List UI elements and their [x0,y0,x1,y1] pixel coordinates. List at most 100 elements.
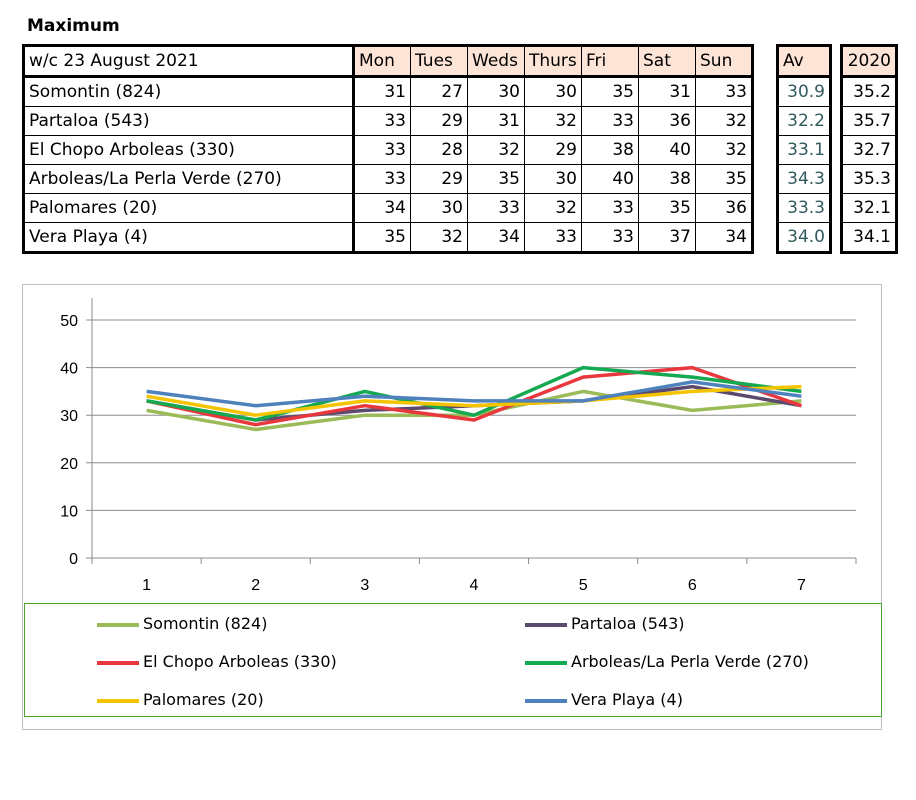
cell-value: 36 [638,106,696,136]
cell-value: 37 [638,222,696,253]
legend-swatch [97,660,139,665]
y2020-value: 32.7 [841,135,897,165]
series-line-el-chopo-arboleas-330 [146,365,802,427]
legend-item: Arboleas/La Perla Verde (270) [525,652,809,671]
table-row: Partaloa (543) 33 29 31 32 33 36 32 [23,106,753,136]
legend-swatch [97,622,139,627]
cell-value: 33 [581,222,639,253]
cell-value: 31 [353,76,411,107]
y2020-value: 35.3 [841,164,897,194]
avg-header: Av [777,45,831,78]
legend-label: Partaloa (543) [571,614,685,633]
cell-value: 38 [638,164,696,194]
year-2020-table: 2020 35.2 35.7 32.7 35.3 32.1 34.1 [840,44,898,254]
cell-value: 36 [695,193,753,223]
legend-item: Somontin (824) [97,614,267,633]
cell-value: 33 [353,135,411,165]
avg-row: 33.3 [777,193,831,223]
cell-value: 28 [410,135,468,165]
y2020-value: 34.1 [841,222,897,253]
day-header-sat: Sat [638,45,696,78]
series-line-palomares-20 [146,384,802,417]
day-header-tues: Tues [410,45,468,78]
avg-value: 34.0 [777,222,831,253]
cell-value: 32 [524,106,582,136]
cell-value: 29 [524,135,582,165]
day-header-thurs: Thurs [524,45,582,78]
legend-label: Arboleas/La Perla Verde (270) [571,652,809,671]
legend-swatch [97,698,139,703]
cell-value: 32 [695,135,753,165]
cell-value: 33 [695,76,753,107]
cell-value: 32 [410,222,468,253]
x-tick-label: 4 [470,577,479,594]
x-tick-label: 2 [251,577,260,594]
y2020-row: 32.1 [841,193,897,223]
series-line-arboleas-la-perla-verde-270 [146,365,802,422]
legend-label: Somontin (824) [143,614,268,633]
cell-value: 29 [410,164,468,194]
cell-value: 35 [467,164,525,194]
legend-swatch [525,698,567,703]
legend-label: El Chopo Arboleas (330) [143,652,337,671]
table-row: El Chopo Arboleas (330) 33 28 32 29 38 40 32 [23,135,753,165]
legend-swatch [525,622,567,627]
series-line-vera-playa-4 [146,380,802,408]
day-header-sun: Sun [695,45,753,78]
chart-frame [22,284,882,730]
cell-value: 27 [410,76,468,107]
y2020-row: 34.1 [841,222,897,253]
row-name: Vera Playa (4) [23,222,355,253]
cell-value: 35 [638,193,696,223]
x-tick-label: 1 [142,577,151,594]
y2020-row: 35.3 [841,164,897,194]
table-row: Palomares (20) 34 30 33 32 33 35 36 [23,193,753,223]
cell-value: 33 [353,164,411,194]
cell-value: 33 [581,106,639,136]
cell-value: 34 [695,222,753,253]
chart-legend: Somontin (824) Partaloa (543) El Chopo Arb… [24,603,882,717]
cell-value: 30 [524,76,582,107]
y-tick-label: 40 [60,361,78,378]
avg-row: 30.9 [777,76,831,107]
x-tick-label: 6 [688,577,697,594]
cell-value: 33 [467,193,525,223]
y-tick-label: 50 [60,313,78,330]
row-name: El Chopo Arboleas (330) [23,135,355,165]
legend-item: El Chopo Arboleas (330) [97,652,337,671]
y-tick-label: 20 [60,456,78,473]
avg-value: 34.3 [777,164,831,194]
table-row: Somontin (824) 31 27 30 30 35 31 33 [23,76,753,107]
page-title: Maximum [27,16,120,36]
y2020-header-row: 2020 [841,45,897,78]
day-header-fri: Fri [581,45,639,78]
row-name: Somontin (824) [23,76,355,107]
avg-row: 32.2 [777,106,831,136]
avg-value: 33.1 [777,135,831,165]
avg-value: 33.3 [777,193,831,223]
average-table: Av 30.9 32.2 33.1 34.3 33.3 34.0 [776,44,832,254]
table-row: Vera Playa (4) 35 32 34 33 33 37 34 [23,222,753,253]
y2020-value: 35.2 [841,76,897,107]
x-tick-label: 7 [797,577,806,594]
legend-item: Vera Playa (4) [525,690,683,709]
avg-value: 30.9 [777,76,831,107]
legend-label: Palomares (20) [143,690,264,709]
legend-item: Partaloa (543) [525,614,685,633]
y2020-value: 35.7 [841,106,897,136]
avg-value: 32.2 [777,106,831,136]
avg-header-row: Av [777,45,831,78]
avg-row: 34.3 [777,164,831,194]
cell-value: 35 [353,222,411,253]
y2020-row: 35.7 [841,106,897,136]
y2020-value: 32.1 [841,193,897,223]
legend-item: Palomares (20) [97,690,264,709]
cell-value: 32 [695,106,753,136]
y2020-row: 35.2 [841,76,897,107]
table-header-row: w/c 23 August 2021 Mon Tues Weds Thurs Fri Sat… [23,45,753,78]
temperature-table: w/c 23 August 2021 Mon Tues Weds Thurs Fri Sat… [22,44,754,254]
y2020-row: 32.7 [841,135,897,165]
avg-row: 33.1 [777,135,831,165]
y-tick-label: 10 [60,503,78,520]
cell-value: 33 [581,193,639,223]
